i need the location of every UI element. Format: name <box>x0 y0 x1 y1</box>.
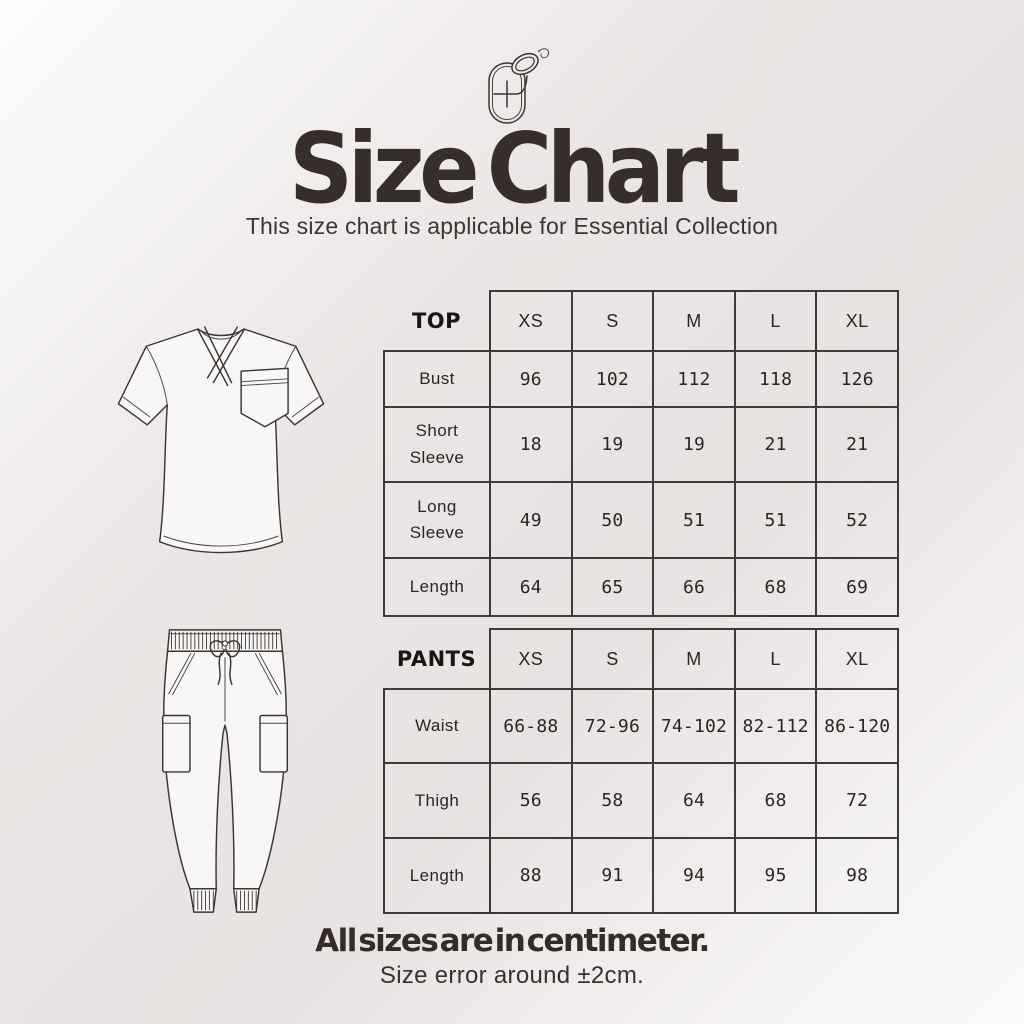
size-value-cell: 21 <box>733 406 818 483</box>
size-value-cell: 56 <box>489 762 573 839</box>
table-row: Thigh 56 58 64 68 72 <box>383 762 899 839</box>
size-value-cell: 126 <box>815 350 899 408</box>
size-value-cell: 68 <box>733 557 818 617</box>
size-column-header: XS <box>489 628 573 690</box>
top-size-table: TOP XS S M L XL Bust 96 102 112 118 126 … <box>383 290 899 617</box>
size-value-cell: 98 <box>815 837 899 914</box>
size-value-cell: 74-102 <box>652 688 736 764</box>
size-value-cell: 19 <box>652 406 736 483</box>
table-row: Long Sleeve 49 50 51 51 52 <box>383 481 899 559</box>
size-value-cell: 51 <box>652 481 736 559</box>
size-value-cell: 50 <box>570 481 655 559</box>
size-value-cell: 86-120 <box>815 688 899 764</box>
size-column-header: S <box>570 290 655 352</box>
page-title: Size Chart <box>288 112 741 225</box>
size-value-cell: 51 <box>733 481 818 559</box>
jogger-scrub-pants-illustration <box>161 629 289 913</box>
table-title-pants: PANTS <box>396 646 477 671</box>
tolerance-note: Size error around ±2cm. <box>379 962 645 989</box>
size-column-header: XL <box>815 628 899 690</box>
size-column-header: XS <box>489 290 573 352</box>
page-subtitle: This size chart is applicable for Essent… <box>245 213 779 239</box>
measurement-row-label: Long Sleeve <box>383 481 491 559</box>
size-column-header: L <box>733 290 818 352</box>
table-row: Bust 96 102 112 118 126 <box>383 350 899 408</box>
size-value-cell: 96 <box>489 350 573 408</box>
measurement-row-label: Length <box>383 557 491 617</box>
table-row: Length 88 91 94 95 98 <box>383 837 899 914</box>
table-row: Waist 66-88 72-96 74-102 82-112 86-120 <box>383 688 899 764</box>
size-value-cell: 112 <box>652 350 736 408</box>
size-value-cell: 64 <box>652 762 736 839</box>
size-value-cell: 18 <box>489 406 573 483</box>
size-value-cell: 19 <box>570 406 655 483</box>
size-column-header: L <box>733 628 818 690</box>
size-value-cell: 21 <box>815 406 899 483</box>
pants-size-table: PANTS XS S M L XL Waist 66-88 72-96 74-1… <box>383 628 899 914</box>
size-value-cell: 64 <box>489 557 573 617</box>
measurement-row-label: Bust <box>383 350 491 408</box>
measurement-row-label: Thigh <box>383 762 491 839</box>
measurement-row-label: Short Sleeve <box>383 406 491 483</box>
size-column-header: S <box>570 628 655 690</box>
units-note: All sizes are in centimeter. <box>315 923 710 959</box>
size-column-header: M <box>652 290 736 352</box>
size-value-cell: 65 <box>570 557 655 617</box>
size-value-cell: 118 <box>733 350 818 408</box>
table-header-row: PANTS XS S M L XL <box>384 628 899 690</box>
size-value-cell: 88 <box>489 837 573 914</box>
size-value-cell: 91 <box>570 837 655 914</box>
size-value-cell: 95 <box>733 837 818 914</box>
size-column-header: M <box>652 628 736 690</box>
size-value-cell: 69 <box>815 557 899 617</box>
size-column-header: XL <box>815 290 899 352</box>
size-value-cell: 102 <box>570 350 655 408</box>
size-value-cell: 52 <box>815 481 899 559</box>
measurement-row-label: Waist <box>383 688 491 764</box>
table-row: Length 64 65 66 68 69 <box>383 557 899 617</box>
table-header-row: TOP XS S M L XL <box>384 290 899 352</box>
size-value-cell: 68 <box>733 762 818 839</box>
size-value-cell: 94 <box>652 837 736 914</box>
v-neck-scrub-top-illustration <box>117 326 325 554</box>
pill-cross-stethoscope-logo-icon <box>488 48 550 124</box>
size-value-cell: 66-88 <box>489 688 573 764</box>
measurement-row-label: Length <box>383 837 491 914</box>
table-row: Short Sleeve 18 19 19 21 21 <box>383 406 899 483</box>
table-title-top: TOP <box>411 308 462 333</box>
size-value-cell: 58 <box>570 762 655 839</box>
size-value-cell: 66 <box>652 557 736 617</box>
size-value-cell: 72 <box>815 762 899 839</box>
size-value-cell: 72-96 <box>570 688 655 764</box>
size-value-cell: 82-112 <box>733 688 818 764</box>
size-value-cell: 49 <box>489 481 573 559</box>
